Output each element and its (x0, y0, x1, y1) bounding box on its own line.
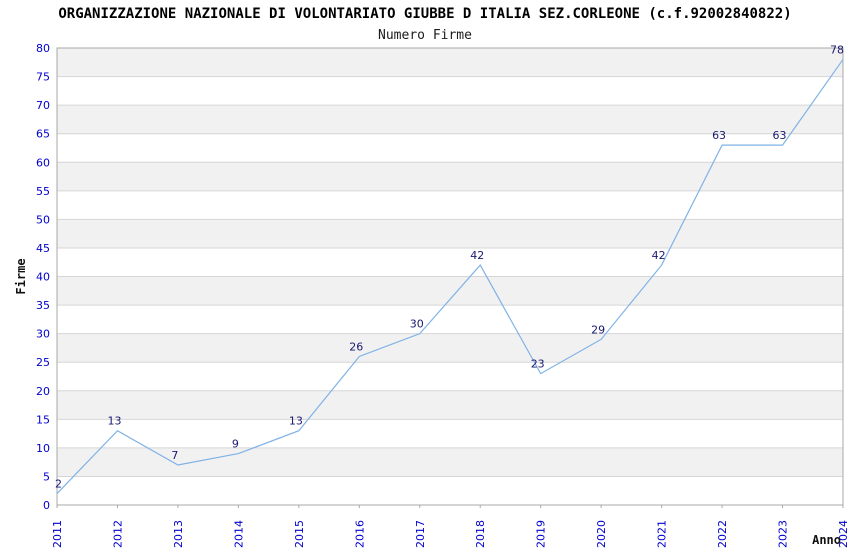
data-point-label: 23 (531, 358, 545, 371)
x-tick-label: 2022 (716, 520, 729, 548)
x-tick-label: 2015 (293, 520, 306, 548)
data-point-label: 26 (349, 340, 363, 353)
x-tick-label: 2017 (414, 520, 427, 548)
grid-band (57, 105, 843, 134)
data-point-label: 2 (55, 478, 62, 491)
x-tick-label: 2023 (777, 520, 790, 548)
data-point-label: 30 (410, 318, 424, 331)
y-tick-label: 15 (36, 413, 50, 426)
y-tick-label: 35 (36, 299, 50, 312)
data-point-label: 78 (830, 43, 844, 56)
y-tick-label: 65 (36, 128, 50, 141)
grid-band (57, 447, 843, 477)
plot-frame (56, 47, 844, 506)
grid-band (57, 476, 843, 505)
y-tick-label: 10 (36, 442, 50, 455)
y-tick-label: 5 (43, 470, 50, 483)
x-tick-label: 2024 (837, 520, 850, 548)
grid-band (57, 133, 843, 163)
y-tick-label: 45 (36, 242, 50, 255)
grid-band (57, 390, 843, 420)
grid-band (57, 247, 843, 277)
x-tick-label: 2019 (535, 520, 548, 548)
data-point-label: 29 (591, 323, 605, 336)
y-tick-label: 80 (36, 42, 50, 55)
x-tick-label: 2021 (656, 520, 669, 548)
y-axis-title: Firme (14, 258, 28, 294)
x-axis-title: Anno (812, 533, 841, 547)
data-point-label: 13 (107, 415, 121, 428)
grid-band (57, 48, 843, 77)
grid-band (57, 190, 843, 220)
data-point-label: 63 (773, 129, 787, 142)
grid-band (57, 362, 843, 391)
data-point-label: 9 (232, 438, 239, 451)
x-tick-label: 2012 (111, 520, 124, 548)
x-tick-label: 2018 (474, 520, 487, 548)
y-tick-label: 70 (36, 99, 50, 112)
series-line (56, 59, 844, 494)
data-point-label: 42 (470, 249, 484, 262)
y-tick-label: 75 (36, 71, 50, 84)
x-tick-label: 2013 (172, 520, 185, 548)
y-tick-label: 20 (36, 385, 50, 398)
chart-title: ORGANIZZAZIONE NAZIONALE DI VOLONTARIATO… (58, 6, 792, 22)
y-tick-label: 60 (36, 156, 50, 169)
data-point-label: 63 (712, 129, 726, 142)
grid-band (57, 162, 843, 191)
y-tick-label: 0 (43, 499, 50, 512)
data-point-label: 7 (171, 449, 178, 462)
x-tick-label: 2014 (232, 520, 245, 548)
y-tick-label: 30 (36, 328, 50, 341)
data-point-label: 13 (289, 415, 303, 428)
x-tick-label: 2016 (353, 520, 366, 548)
grid-band (57, 219, 843, 248)
grid-band (57, 419, 843, 448)
y-tick-label: 55 (36, 185, 50, 198)
grid-band (57, 76, 843, 106)
grid-band (57, 305, 843, 334)
grid-band (57, 276, 843, 306)
chart-subtitle: Numero Firme (378, 28, 472, 43)
grid-band (57, 333, 843, 363)
data-point-label: 42 (652, 249, 666, 262)
y-tick-label: 40 (36, 271, 50, 284)
x-tick-label: 2011 (51, 520, 64, 548)
y-tick-label: 25 (36, 356, 50, 369)
y-tick-label: 50 (36, 213, 50, 226)
x-tick-label: 2020 (595, 520, 608, 548)
